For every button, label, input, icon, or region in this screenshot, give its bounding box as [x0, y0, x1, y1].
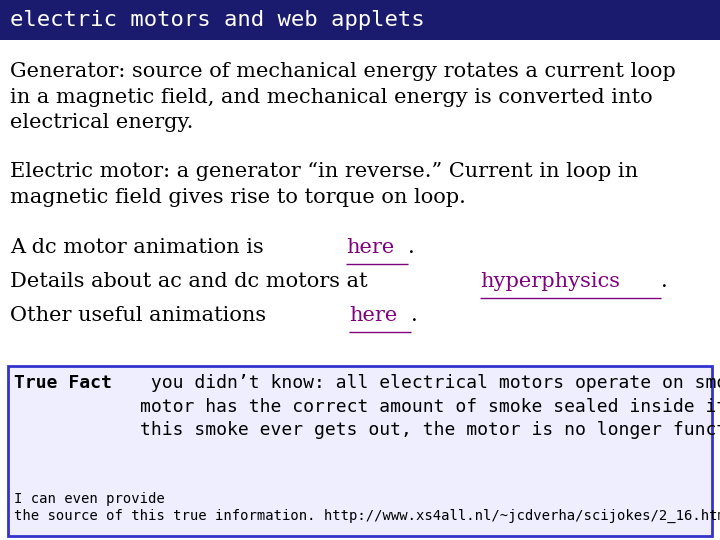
- Text: I can even provide
the source of this true information. http://www.xs4all.nl/~jc: I can even provide the source of this tr…: [14, 492, 720, 523]
- Text: here: here: [349, 306, 397, 325]
- Text: A dc motor animation is: A dc motor animation is: [10, 238, 271, 257]
- Text: Electric motor: a generator “in reverse.” Current in loop in
magnetic field give: Electric motor: a generator “in reverse.…: [10, 162, 638, 207]
- FancyBboxPatch shape: [8, 366, 712, 536]
- Text: .: .: [408, 238, 415, 257]
- Text: you didn’t know: all electrical motors operate on smoke. Every
motor has the cor: you didn’t know: all electrical motors o…: [140, 374, 720, 439]
- Text: .: .: [411, 306, 418, 325]
- Text: hyperphysics: hyperphysics: [480, 272, 620, 291]
- Text: Generator: source of mechanical energy rotates a current loop
in a magnetic fiel: Generator: source of mechanical energy r…: [10, 62, 676, 132]
- Text: .: .: [661, 272, 667, 291]
- FancyBboxPatch shape: [0, 0, 720, 40]
- Text: Details about ac and dc motors at: Details about ac and dc motors at: [10, 272, 374, 291]
- Text: electric motors and web applets: electric motors and web applets: [10, 10, 425, 30]
- Text: True Fact: True Fact: [14, 374, 112, 392]
- Text: here: here: [346, 238, 395, 257]
- Text: Other useful animations: Other useful animations: [10, 306, 273, 325]
